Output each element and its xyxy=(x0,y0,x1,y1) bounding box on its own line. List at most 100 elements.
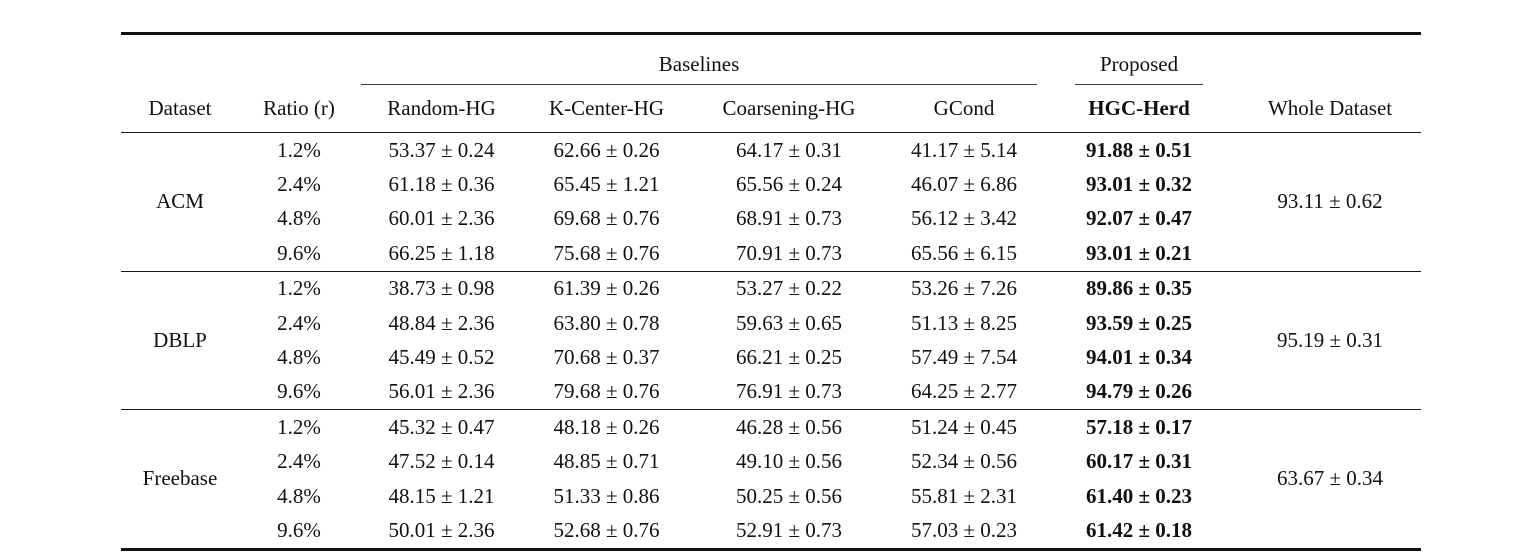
random-hg-cell: 48.84 ± 2.36 xyxy=(388,310,495,335)
k-center-hg-cell: 52.68 ± 0.76 xyxy=(553,517,660,542)
hgc-herd-cell: 91.88 ± 0.51 xyxy=(1086,137,1193,162)
results-table-container: Baselines Proposed Dataset Ratio (r) Ran… xyxy=(121,32,1422,551)
table-row: 4.8% 48.15 ± 1.21 51.33 ± 0.86 50.25 ± 0.56… xyxy=(121,479,1421,513)
gcond-cell: 41.17 ± 5.14 xyxy=(911,137,1018,162)
table-row: Freebase 1.2% 45.32 ± 0.47 48.18 ± 0.26 46.2… xyxy=(121,410,1421,491)
col-header-whole-dataset: Whole Dataset xyxy=(1267,96,1393,120)
gcond-cell: 53.26 ± 7.26 xyxy=(911,276,1018,301)
random-hg-cell: 66.25 ± 1.18 xyxy=(388,240,495,265)
ratio-cell: 2.4% xyxy=(277,172,321,197)
coarsening-hg-cell: 76.91 ± 0.73 xyxy=(735,379,843,404)
k-center-hg-cell: 65.45 ± 1.21 xyxy=(553,172,660,197)
hgc-herd-cell: 61.40 ± 0.23 xyxy=(1086,483,1193,508)
col-header-dataset: Dataset xyxy=(148,96,212,120)
col-header-hgc-herd: HGC-Herd xyxy=(1088,96,1190,120)
table-row: 2.4% 48.84 ± 2.36 63.80 ± 0.78 59.63 ± 0.65… xyxy=(121,306,1421,340)
table-row: 9.6% 56.01 ± 2.36 79.68 ± 0.76 76.91 ± 0.73… xyxy=(121,375,1422,410)
gcond-cell: 55.81 ± 2.31 xyxy=(911,483,1018,508)
hgc-herd-cell: 93.59 ± 0.25 xyxy=(1086,310,1193,335)
whole-dataset-cell: 93.11 ± 0.62 xyxy=(1277,189,1383,214)
col-header-random-hg: Random-HG xyxy=(387,96,496,120)
baselines-group-header-cell: Baselines xyxy=(359,34,1039,85)
gcond-cell: 51.13 ± 8.25 xyxy=(911,310,1018,335)
ratio-cell: 4.8% xyxy=(277,345,321,370)
dataset-cell: ACM xyxy=(156,189,204,214)
ratio-cell: 2.4% xyxy=(277,449,321,474)
table-row: 2.4% 47.52 ± 0.14 48.85 ± 0.71 49.10 ± 0.56… xyxy=(121,445,1421,479)
random-hg-cell: 53.37 ± 0.24 xyxy=(388,137,495,162)
random-hg-cell: 61.18 ± 0.36 xyxy=(388,172,495,197)
col-header-k-center-hg: K-Center-HG xyxy=(548,96,665,120)
table-row: 4.8% 45.49 ± 0.52 70.68 ± 0.37 66.21 ± 0.25… xyxy=(121,340,1421,374)
k-center-hg-cell: 48.85 ± 0.71 xyxy=(553,449,660,474)
hgc-herd-cell: 93.01 ± 0.21 xyxy=(1086,240,1193,265)
group-header-spacer-left xyxy=(121,34,359,86)
table-row: 2.4% 61.18 ± 0.36 65.45 ± 1.21 65.56 ± 0.24… xyxy=(121,167,1421,201)
ratio-cell: 2.4% xyxy=(277,310,321,335)
col-header-gcond: GCond xyxy=(933,96,995,120)
whole-dataset-cell: 95.19 ± 0.31 xyxy=(1277,327,1384,352)
hgc-herd-cell: 94.01 ± 0.34 xyxy=(1086,345,1193,370)
ratio-cell: 9.6% xyxy=(277,240,321,265)
column-header-row: Dataset Ratio (r) Random-HG K-Center-HG … xyxy=(121,85,1422,133)
gcond-cell: 57.03 ± 0.23 xyxy=(911,517,1018,542)
k-center-hg-cell: 61.39 ± 0.26 xyxy=(553,276,660,301)
proposed-group-header: Proposed xyxy=(1075,52,1204,85)
baselines-group-header: Baselines xyxy=(361,52,1038,85)
gcond-cell: 64.25 ± 2.77 xyxy=(911,379,1018,404)
gcond-cell: 57.49 ± 7.54 xyxy=(911,345,1018,370)
k-center-hg-cell: 48.18 ± 0.26 xyxy=(553,414,660,439)
hgc-herd-cell: 89.86 ± 0.35 xyxy=(1086,276,1193,301)
coarsening-hg-cell: 50.25 ± 0.56 xyxy=(735,483,843,508)
coarsening-hg-cell: 70.91 ± 0.73 xyxy=(735,240,843,265)
gcond-cell: 51.24 ± 0.45 xyxy=(911,414,1018,439)
group-header-spacer-right xyxy=(1239,34,1421,86)
random-hg-cell: 60.01 ± 2.36 xyxy=(388,206,495,231)
table-row: 9.6% 50.01 ± 2.36 52.68 ± 0.76 52.91 ± 0.73… xyxy=(121,513,1421,549)
k-center-hg-cell: 75.68 ± 0.76 xyxy=(553,240,660,265)
random-hg-cell: 45.32 ± 0.47 xyxy=(388,414,495,439)
hgc-herd-cell: 60.17 ± 0.31 xyxy=(1086,449,1193,474)
table-row: DBLP 1.2% 38.73 ± 0.98 61.39 ± 0.26 53.27 ± … xyxy=(121,271,1421,352)
hgc-herd-cell: 57.18 ± 0.17 xyxy=(1086,414,1193,439)
dataset-cell: DBLP xyxy=(153,327,207,352)
whole-dataset-cell: 63.67 ± 0.34 xyxy=(1277,466,1384,491)
gcond-cell: 46.07 ± 6.86 xyxy=(911,172,1018,197)
random-hg-cell: 50.01 ± 2.36 xyxy=(388,517,495,542)
ratio-cell: 4.8% xyxy=(277,206,321,231)
coarsening-hg-cell: 64.17 ± 0.31 xyxy=(735,137,843,162)
coarsening-hg-cell: 59.63 ± 0.65 xyxy=(735,310,843,335)
ratio-cell: 1.2% xyxy=(277,137,321,162)
random-hg-cell: 47.52 ± 0.14 xyxy=(388,449,495,474)
col-header-ratio: Ratio (r) xyxy=(263,96,335,120)
table-row: 4.8% 60.01 ± 2.36 69.68 ± 0.76 68.91 ± 0.73… xyxy=(121,202,1421,236)
coarsening-hg-cell: 52.91 ± 0.73 xyxy=(735,517,843,542)
hgc-herd-cell: 93.01 ± 0.32 xyxy=(1086,172,1193,197)
ratio-cell: 1.2% xyxy=(277,414,321,439)
gcond-cell: 52.34 ± 0.56 xyxy=(911,449,1018,474)
random-hg-cell: 38.73 ± 0.98 xyxy=(388,276,495,301)
group-header-row: Baselines Proposed xyxy=(121,34,1421,86)
dataset-cell: Freebase xyxy=(142,466,218,491)
coarsening-hg-cell: 49.10 ± 0.56 xyxy=(735,449,843,474)
table-body: ACM 1.2% 53.37 ± 0.24 62.66 ± 0.26 64.17 ± 0… xyxy=(121,133,1422,550)
col-header-coarsening-hg: Coarsening-HG xyxy=(722,96,856,120)
ratio-cell: 4.8% xyxy=(277,483,321,508)
coarsening-hg-cell: 68.91 ± 0.73 xyxy=(735,206,843,231)
k-center-hg-cell: 63.80 ± 0.78 xyxy=(553,310,660,335)
coarsening-hg-cell: 66.21 ± 0.25 xyxy=(735,345,843,370)
table-row: ACM 1.2% 53.37 ± 0.24 62.66 ± 0.26 64.17 ± 0… xyxy=(121,133,1421,214)
coarsening-hg-cell: 65.56 ± 0.24 xyxy=(735,172,843,197)
coarsening-hg-cell: 53.27 ± 0.22 xyxy=(735,276,843,301)
random-hg-cell: 45.49 ± 0.52 xyxy=(388,345,495,370)
ratio-cell: 1.2% xyxy=(277,276,321,301)
k-center-hg-cell: 79.68 ± 0.76 xyxy=(553,379,660,404)
random-hg-cell: 48.15 ± 1.21 xyxy=(388,483,495,508)
hgc-herd-cell: 94.79 ± 0.26 xyxy=(1086,379,1193,404)
k-center-hg-cell: 69.68 ± 0.76 xyxy=(553,206,660,231)
hgc-herd-cell: 92.07 ± 0.47 xyxy=(1086,206,1193,231)
results-table: Baselines Proposed Dataset Ratio (r) Ran… xyxy=(121,32,1422,551)
table-row: 9.6% 66.25 ± 1.18 75.68 ± 0.76 70.91 ± 0.73… xyxy=(121,236,1422,272)
ratio-cell: 9.6% xyxy=(277,517,321,542)
proposed-group-header-cell: Proposed xyxy=(1039,34,1239,85)
